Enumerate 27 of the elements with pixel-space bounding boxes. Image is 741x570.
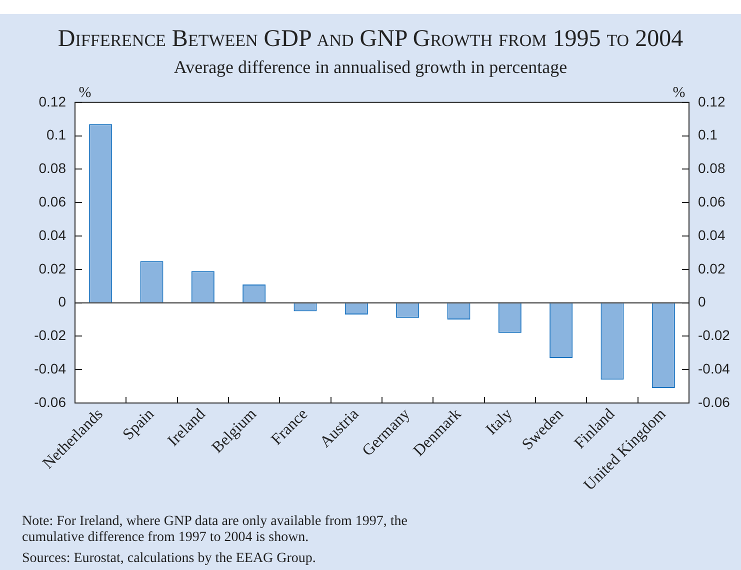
- y2-tick-label: 0.08: [698, 160, 726, 176]
- y2-tick-label: 0: [698, 294, 706, 310]
- y-tick-label: 0.06: [38, 193, 66, 210]
- y-tick-label: 0.02: [38, 260, 66, 276]
- x-tick-label: Italy: [482, 406, 516, 438]
- y2-tick-label: 0.1: [698, 126, 718, 143]
- y-tick-label: -0.04: [34, 360, 66, 377]
- y2-tick-label: 0.12: [698, 93, 726, 110]
- y-tick-label: -0.06: [34, 394, 66, 410]
- chart-title: Difference Between GDP and GNP Growth from 1995 to 2004: [56, 26, 684, 53]
- y-tick-label: 0.04: [38, 226, 66, 243]
- y2-axis-title: %: [672, 84, 686, 101]
- y2-tick-label: 0.06: [698, 193, 726, 210]
- text: Note: For Ireland, where GNP data are only available from 1997, the cumulative difference from 1997 to 2004 is shown.: [22, 514, 409, 546]
- y2-tick-label: -0.06: [698, 394, 730, 410]
- y-axis-title: %: [78, 84, 92, 101]
- y-tick-label: 0.08: [38, 160, 66, 176]
- y2-tick-label: 0.04: [698, 226, 726, 243]
- source-note: Sources: Eurostat, calculations by the EEAG Group.: [22, 551, 317, 567]
- y-tick-label: 0.1: [46, 126, 66, 143]
- y2-tick-label: 0.02: [698, 260, 726, 276]
- chart-subtitle: Average difference in annualised growth in percentage: [172, 57, 568, 78]
- y-tick-label: 0.12: [38, 93, 66, 110]
- y2-tick-label: -0.04: [698, 360, 730, 377]
- y2-tick-label: -0.02: [698, 327, 730, 344]
- y-tick-label: -0.02: [34, 327, 66, 344]
- y-tick-label: 0: [58, 294, 66, 310]
